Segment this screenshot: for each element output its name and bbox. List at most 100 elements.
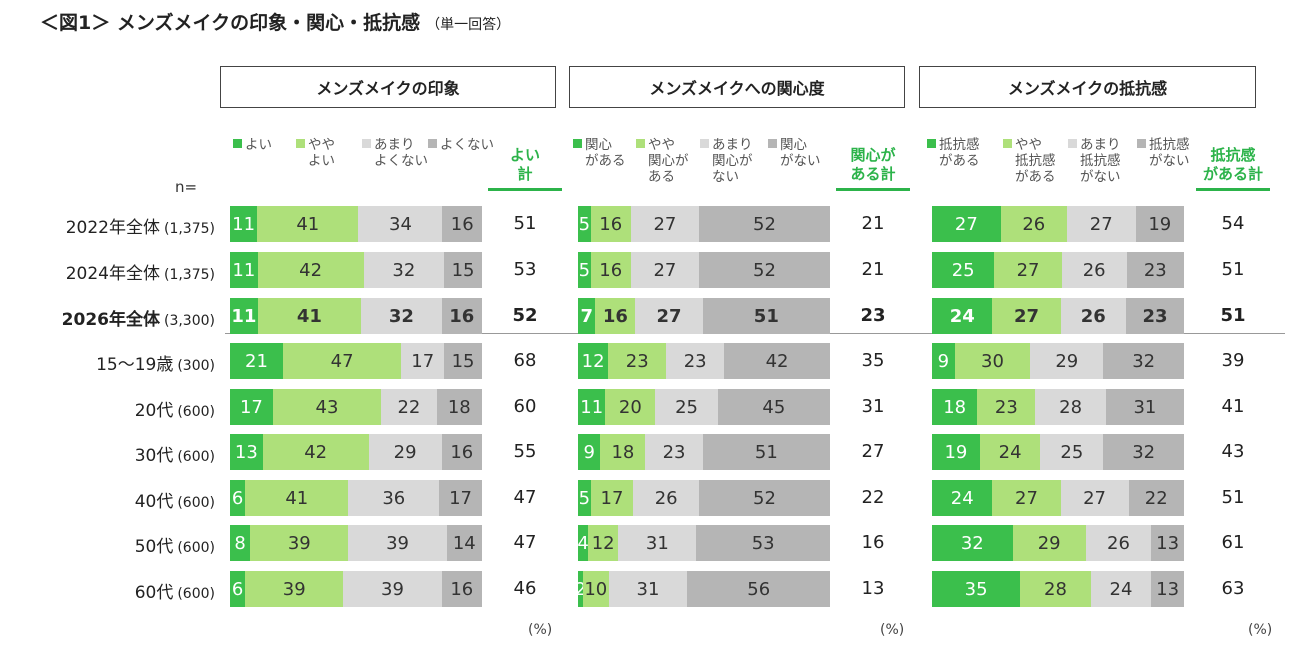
legend-item-interest: あまり 関心が ない bbox=[700, 137, 753, 185]
legend-line: 関心 bbox=[768, 137, 821, 153]
row-label: 15～19歳 (300) bbox=[0, 350, 215, 375]
stacked-bar: 12 23 23 42 bbox=[578, 343, 830, 379]
bar-segment: 29 bbox=[1012, 525, 1086, 561]
sum-header-interest: 関心が ある計 bbox=[836, 146, 910, 191]
bar-segment: 26 bbox=[1060, 298, 1127, 334]
legend-swatch bbox=[700, 139, 709, 148]
stacked-bar: 24 27 27 22 bbox=[932, 480, 1184, 516]
bar-segment: 41 bbox=[257, 206, 359, 242]
stacked-bar: 18 23 28 31 bbox=[932, 389, 1184, 425]
bar-segment: 15 bbox=[444, 252, 482, 288]
bar-segment: 6 bbox=[230, 571, 246, 607]
row-label: 50代 (600) bbox=[0, 532, 215, 557]
bar-segment: 28 bbox=[1020, 571, 1091, 607]
stacked-bar: 5 16 27 52 bbox=[578, 252, 830, 288]
bar-segment: 42 bbox=[724, 343, 830, 379]
bar-segment: 16 bbox=[441, 571, 482, 607]
sum-header-line: ある計 bbox=[850, 165, 896, 183]
stacked-bar: 11 41 32 16 bbox=[230, 298, 482, 334]
stacked-bar: 5 16 27 52 bbox=[578, 206, 830, 242]
stacked-bar: 2103156 bbox=[578, 571, 830, 607]
bar-segment: 52 bbox=[698, 206, 830, 242]
stacked-bar: 6 39 39 16 bbox=[230, 571, 482, 607]
panel-title-interest-text: メンズメイクへの関心度 bbox=[649, 79, 825, 98]
bar-segment: 52 bbox=[698, 480, 830, 516]
bar-segment: 21 bbox=[230, 343, 283, 379]
bar-segment: 13 bbox=[1151, 525, 1184, 561]
bar-segment: 29 bbox=[368, 434, 442, 470]
bar-segment: 31 bbox=[618, 525, 697, 561]
legend-swatch bbox=[573, 139, 582, 148]
bar-segment: 25 bbox=[655, 389, 718, 425]
unit-label: (%) bbox=[880, 622, 905, 638]
row-label-text: 30代 bbox=[134, 446, 174, 466]
legend-swatch bbox=[927, 139, 936, 148]
bar-segment: 26 bbox=[633, 480, 699, 516]
bar-segment: 24 bbox=[932, 298, 993, 334]
total-value: 52 bbox=[512, 305, 538, 326]
bar-segment: 53 bbox=[696, 525, 830, 561]
legend-line: がある bbox=[585, 153, 626, 169]
bar-segment: 29 bbox=[1030, 343, 1104, 379]
row-n: (600) bbox=[177, 540, 215, 556]
total-value: 23 bbox=[860, 305, 886, 326]
legend-line: やや bbox=[1003, 137, 1056, 153]
legend-swatch bbox=[428, 139, 437, 148]
row-n: (600) bbox=[177, 449, 215, 465]
total-value: 54 bbox=[1221, 213, 1245, 234]
stacked-bar: 17 43 22 18 bbox=[230, 389, 482, 425]
row-label-text: 50代 bbox=[134, 537, 174, 557]
bar-segment: 17 bbox=[401, 343, 445, 379]
legend-item-impression: あまり よくない bbox=[362, 137, 428, 169]
figure-title: ＜図1＞ メンズメイクの印象・関心・抵抗感 （単一回答） bbox=[40, 8, 510, 35]
bar-segment: 32 bbox=[1103, 434, 1184, 470]
bar-segment: 11 bbox=[230, 298, 258, 334]
legend-line: ない bbox=[712, 169, 739, 185]
total-value: 21 bbox=[861, 259, 885, 280]
legend-swatch bbox=[636, 139, 645, 148]
total-value: 22 bbox=[861, 487, 885, 508]
row-n: (600) bbox=[177, 495, 215, 511]
bar-segment: 17 bbox=[230, 389, 273, 425]
legend-item-resistance: 抵抗感 がある bbox=[927, 137, 980, 169]
bar-segment: 26 bbox=[1085, 525, 1152, 561]
bar-segment: 27 bbox=[630, 252, 699, 288]
total-value: 51 bbox=[1221, 259, 1245, 280]
bar-segment: 14 bbox=[446, 525, 482, 561]
legend-line: よい bbox=[308, 153, 335, 169]
row-label: 40代 (600) bbox=[0, 487, 215, 512]
bar-segment: 42 bbox=[262, 434, 369, 470]
legend-line: がある bbox=[939, 153, 980, 169]
n-label: n= bbox=[175, 178, 198, 196]
bar-segment: 13 bbox=[230, 434, 263, 470]
bar-segment: 28 bbox=[1035, 389, 1106, 425]
legend-item-interest: 関心 がない bbox=[768, 137, 821, 169]
sum-header-line: がある計 bbox=[1202, 165, 1263, 183]
bar-segment: 18 bbox=[932, 389, 978, 425]
stacked-bar: 27 26 27 19 bbox=[932, 206, 1184, 242]
total-value: 35 bbox=[861, 350, 885, 371]
row-label: 2026年全体 (3,300) bbox=[0, 305, 215, 330]
bar-segment: 36 bbox=[348, 480, 440, 516]
legend-line: あまり bbox=[1068, 137, 1121, 153]
stacked-bar: 7 16 27 51 bbox=[578, 298, 830, 334]
legend-item-impression: よい bbox=[233, 137, 272, 153]
bar-segment: 23 bbox=[645, 434, 703, 470]
row-label-text: 40代 bbox=[134, 492, 174, 512]
legend-swatch bbox=[362, 139, 371, 148]
bar-segment: 51 bbox=[702, 434, 830, 470]
total-value: 47 bbox=[513, 487, 537, 508]
legend-swatch bbox=[1068, 139, 1077, 148]
legend-line: がない bbox=[780, 153, 821, 169]
bar-segment: 16 bbox=[441, 298, 482, 334]
sum-header-line: 抵抗感 bbox=[1210, 146, 1256, 164]
bar-segment: 2 bbox=[578, 571, 584, 607]
total-value: 63 bbox=[1221, 578, 1245, 599]
bar-segment: 51 bbox=[702, 298, 830, 334]
legend-item-resistance: やや 抵抗感 がある bbox=[1003, 137, 1056, 185]
total-value: 31 bbox=[861, 396, 885, 417]
bar-segment: 34 bbox=[358, 206, 443, 242]
bar-segment: 6 bbox=[230, 480, 246, 516]
bar-segment: 8 bbox=[230, 525, 251, 561]
total-value: 53 bbox=[513, 259, 537, 280]
